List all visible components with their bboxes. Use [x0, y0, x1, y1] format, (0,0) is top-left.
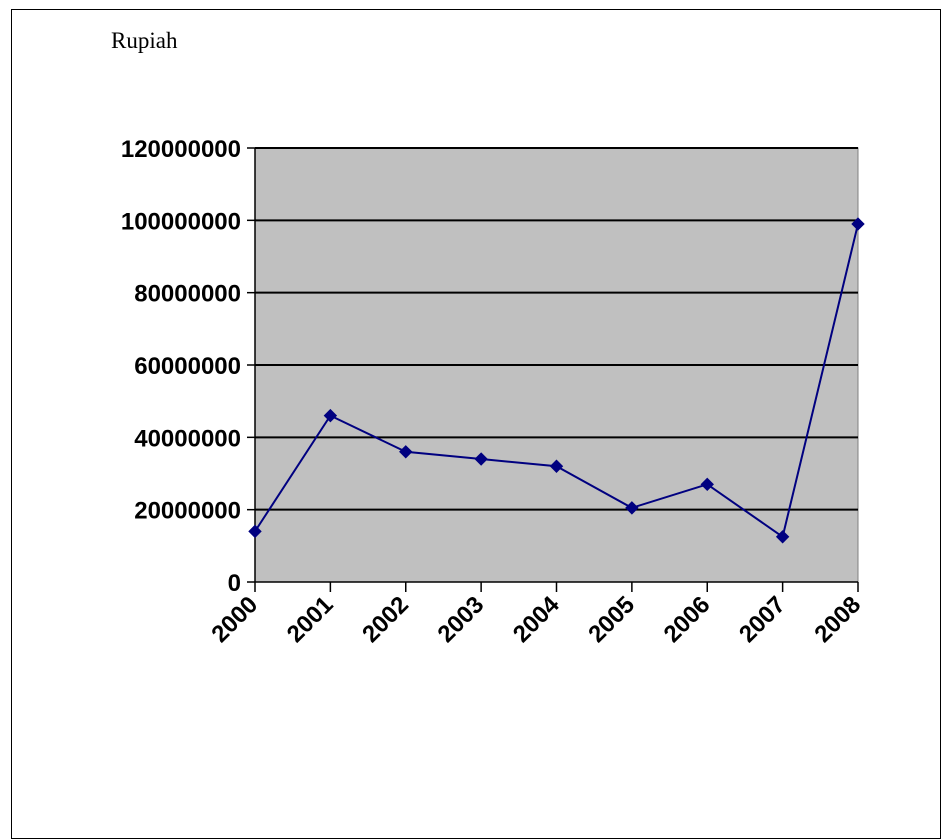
x-tick-label: 2008 [809, 591, 866, 648]
y-tick-label: 60000000 [134, 353, 241, 380]
data-point-2002 [399, 445, 413, 459]
y-tick-label: 100000000 [121, 208, 241, 235]
data-point-2000 [248, 524, 262, 539]
data-point-2001 [323, 408, 338, 423]
x-tick-label: 2007 [734, 591, 791, 648]
x-tick-label: 2000 [206, 591, 263, 648]
data-point-2004 [549, 459, 564, 473]
line-chart: 0 20000000 40000000 60000000 80000000 1000000… [121, 136, 866, 648]
x-tick-label: 2004 [508, 591, 565, 648]
data-point-2003 [474, 452, 488, 466]
y-tick-label: 120000000 [121, 136, 241, 163]
x-tick-label: 2002 [357, 591, 414, 648]
x-tick-label: 2003 [433, 591, 490, 648]
unit-label: Rupiah [111, 28, 178, 53]
y-tick-label: 80000000 [134, 281, 241, 308]
data-point-2008 [851, 217, 865, 231]
data-point-2006 [700, 477, 714, 492]
x-tick-label: 2006 [659, 591, 716, 648]
y-tick-label: 40000000 [134, 425, 241, 452]
y-tick-label: 0 [228, 570, 241, 597]
data-point-2005 [625, 501, 639, 515]
x-tick-label: 2001 [282, 591, 339, 648]
y-tick-label: 20000000 [134, 498, 241, 525]
data-point-2007 [775, 530, 790, 544]
x-tick-label: 2005 [583, 591, 640, 648]
